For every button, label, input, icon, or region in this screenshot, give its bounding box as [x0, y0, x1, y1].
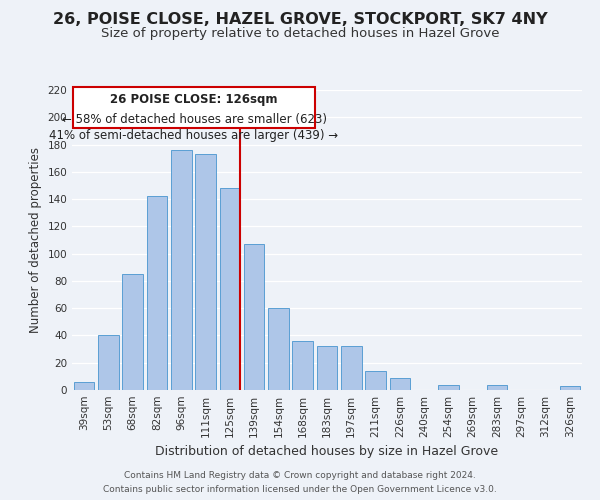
Bar [317, 346, 337, 390]
Bar [98, 336, 119, 390]
Bar [487, 384, 508, 390]
Bar [171, 150, 191, 390]
Text: 26, POISE CLOSE, HAZEL GROVE, STOCKPORT, SK7 4NY: 26, POISE CLOSE, HAZEL GROVE, STOCKPORT,… [53, 12, 547, 28]
Y-axis label: Number of detached properties: Number of detached properties [29, 147, 42, 333]
Text: 26 POISE CLOSE: 126sqm: 26 POISE CLOSE: 126sqm [110, 94, 278, 106]
Bar [438, 384, 459, 390]
Bar [122, 274, 143, 390]
Bar [341, 346, 362, 390]
Text: ← 58% of detached houses are smaller (623): ← 58% of detached houses are smaller (62… [62, 113, 326, 126]
Bar [74, 382, 94, 390]
Bar [146, 196, 167, 390]
Bar [220, 188, 240, 390]
Bar [389, 378, 410, 390]
Bar [268, 308, 289, 390]
X-axis label: Distribution of detached houses by size in Hazel Grove: Distribution of detached houses by size … [155, 446, 499, 458]
Bar [292, 341, 313, 390]
Text: Size of property relative to detached houses in Hazel Grove: Size of property relative to detached ho… [101, 28, 499, 40]
Bar [244, 244, 265, 390]
FancyBboxPatch shape [73, 88, 315, 128]
Bar [195, 154, 216, 390]
Bar [560, 386, 580, 390]
Text: Contains HM Land Registry data © Crown copyright and database right 2024.: Contains HM Land Registry data © Crown c… [124, 472, 476, 480]
Text: Contains public sector information licensed under the Open Government Licence v3: Contains public sector information licen… [103, 484, 497, 494]
Bar [365, 371, 386, 390]
Text: 41% of semi-detached houses are larger (439) →: 41% of semi-detached houses are larger (… [49, 130, 338, 142]
